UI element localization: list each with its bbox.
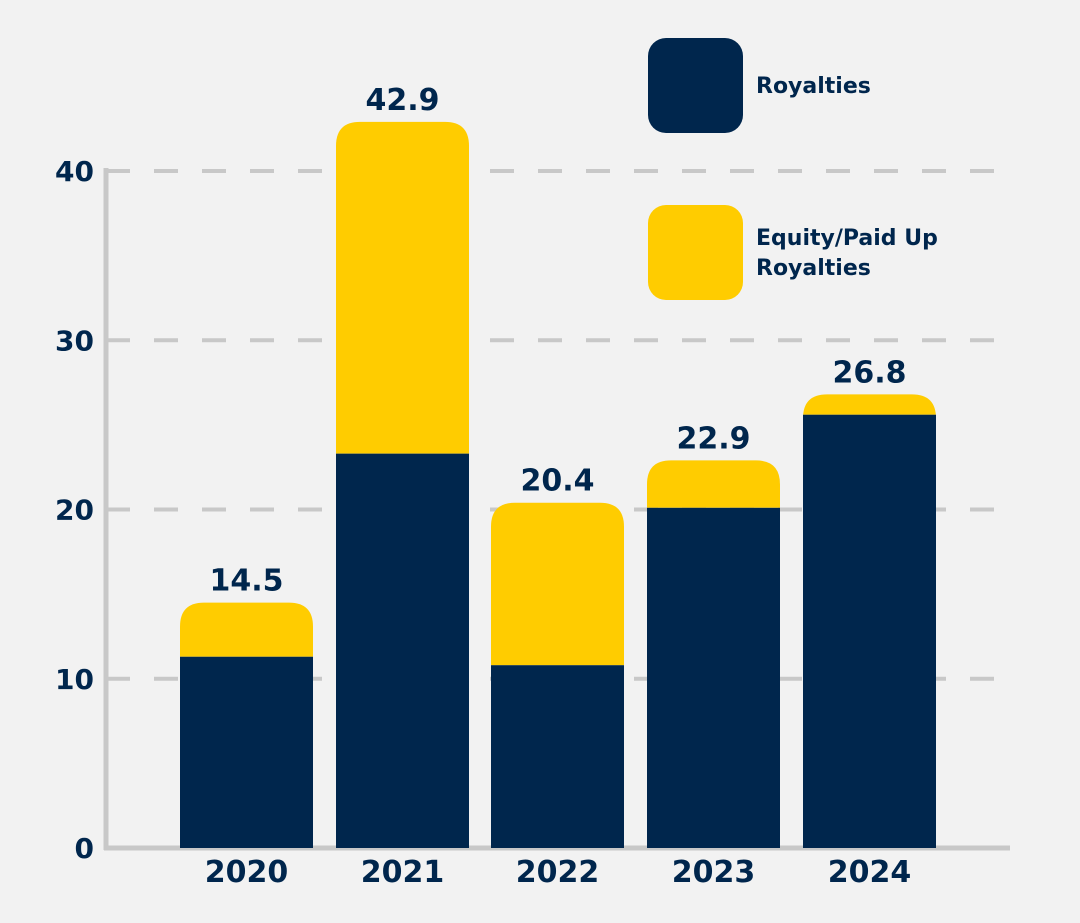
bar-equity-2024 bbox=[803, 394, 936, 419]
data-label-2021: 42.9 bbox=[365, 83, 439, 118]
bar-royalties-2022 bbox=[491, 665, 624, 848]
x-tick-label-2020: 2020 bbox=[205, 855, 289, 890]
bar-royalties-2023 bbox=[647, 507, 780, 848]
data-label-2023: 22.9 bbox=[676, 421, 750, 456]
data-label-2022: 20.4 bbox=[520, 464, 594, 499]
y-tick-label-10: 10 bbox=[55, 663, 94, 696]
legend-swatch-0 bbox=[648, 38, 743, 133]
legend-label-1-1: Royalties bbox=[756, 256, 871, 281]
y-tick-label-40: 40 bbox=[55, 155, 94, 188]
y-tick-label-20: 20 bbox=[55, 494, 94, 527]
bar-equity-2020 bbox=[180, 602, 313, 657]
x-tick-label-2022: 2022 bbox=[516, 855, 600, 890]
x-tick-label-2023: 2023 bbox=[672, 855, 756, 890]
legend-swatch-1 bbox=[648, 205, 743, 300]
bar-royalties-2020 bbox=[180, 656, 313, 848]
data-label-2020: 14.5 bbox=[209, 564, 283, 599]
y-tick-label-0: 0 bbox=[75, 832, 94, 865]
legend-label-0-0: Royalties bbox=[756, 74, 871, 99]
x-tick-label-2021: 2021 bbox=[361, 855, 445, 890]
x-tick-label-2024: 2024 bbox=[828, 855, 912, 890]
legend-label-1-0: Equity/Paid Up bbox=[756, 226, 938, 251]
bar-equity-2022 bbox=[491, 502, 624, 666]
bar-royalties-2021 bbox=[336, 453, 469, 848]
data-label-2024: 26.8 bbox=[832, 355, 906, 390]
bar-equity-2023 bbox=[647, 460, 780, 508]
y-tick-label-30: 30 bbox=[55, 324, 94, 357]
bar-royalties-2024 bbox=[803, 414, 936, 848]
bar-equity-2021 bbox=[336, 121, 469, 454]
